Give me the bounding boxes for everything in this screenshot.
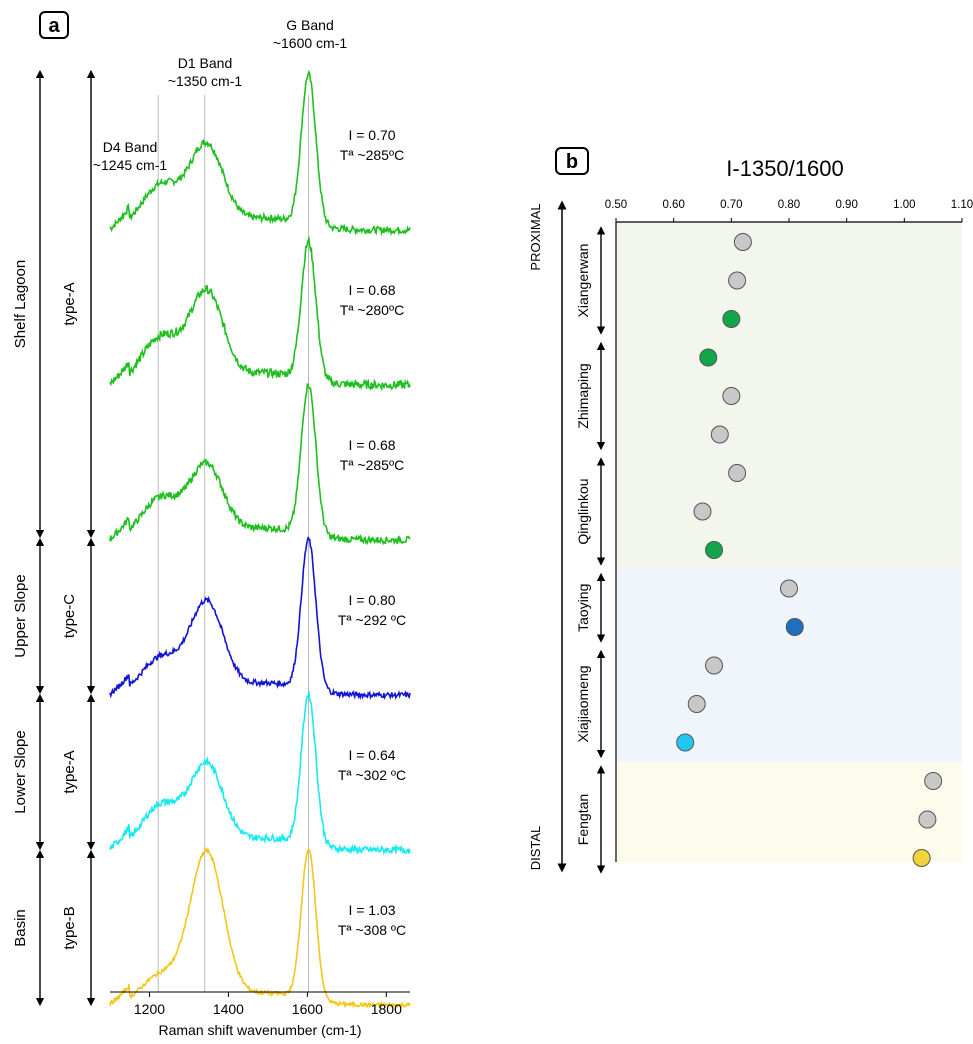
group-label: Fengtan xyxy=(575,794,591,845)
panel-a-label-box xyxy=(39,11,69,39)
data-point xyxy=(733,233,752,251)
distal-label: DISTAL xyxy=(528,826,543,871)
temperature-label: Tª ~308 ºC xyxy=(338,922,406,938)
x-tick-label: 0.90 xyxy=(835,199,857,211)
data-point xyxy=(728,464,747,482)
intensity-ratio-label: I = 0.64 xyxy=(348,747,395,763)
panel-b: b I-1350/1600 0.50 0.60 0.70 0.80 0.90 1.00 1.… xyxy=(528,147,973,874)
spectra xyxy=(109,70,411,1010)
band-name: G Band xyxy=(286,17,333,33)
intensity-ratio-label: I = 1.03 xyxy=(348,902,395,918)
group-label: Xiajiaomeng xyxy=(575,665,591,742)
band-name: D1 Band xyxy=(178,55,232,71)
spectrum-line xyxy=(109,691,411,856)
data-point xyxy=(705,656,724,675)
panel-a-x-ticks: 1200 1400 1600 1800 xyxy=(134,992,402,1017)
band-lines xyxy=(157,95,309,992)
panel-a-x-label: Raman shift wavenumber (cm-1) xyxy=(158,1022,361,1038)
type-label: type-A xyxy=(61,282,78,325)
facies-label: Basin xyxy=(12,909,29,947)
group-label: Zhimaping xyxy=(575,363,591,428)
data-point xyxy=(676,733,695,752)
data-point xyxy=(710,425,729,444)
band-labels: D4 Band ~1245 cm-1 D1 Band ~1350 cm-1 G Band… xyxy=(93,17,348,173)
spectrum-line xyxy=(109,235,411,392)
spectrum-line xyxy=(109,70,411,237)
spectrum-line xyxy=(109,536,411,701)
data-point xyxy=(912,849,931,867)
type-label: type-A xyxy=(61,750,78,793)
group-background xyxy=(617,569,962,762)
type-label: type-C xyxy=(61,594,78,638)
x-tick-label: 1200 xyxy=(134,1001,165,1017)
x-tick-label: 0.50 xyxy=(605,199,627,211)
x-tick-label: 0.80 xyxy=(778,199,800,211)
data-point xyxy=(722,310,741,328)
intensity-ratio-label: I = 0.68 xyxy=(348,437,395,453)
group-label: Taoying xyxy=(575,584,591,632)
intensity-ratio-label: I = 0.80 xyxy=(348,592,395,608)
facies-arrows: Shelf Lagoon Upper Slope Lower Slope Basin t… xyxy=(12,69,96,1007)
facies-label: Upper Slope xyxy=(12,574,29,657)
data-point xyxy=(780,579,798,598)
band-name: D4 Band xyxy=(103,139,157,155)
data-point xyxy=(705,541,724,559)
intensity-ratio-label: I = 0.68 xyxy=(348,282,395,298)
data-point xyxy=(924,772,943,790)
temperature-label: Tª ~285ºC xyxy=(340,147,404,163)
temperature-label: Tª ~292 ºC xyxy=(338,612,406,628)
proximal-label: PROXIMAL xyxy=(528,203,543,270)
type-label: type-B xyxy=(61,906,78,949)
panel-b-label: b xyxy=(566,151,578,173)
temperature-label: Tª ~285ºC xyxy=(340,457,404,473)
temperature-label: Tª ~302 ºC xyxy=(338,767,406,783)
intensity-ratio-label: I = 0.70 xyxy=(348,127,395,143)
data-point xyxy=(693,502,712,521)
data-point xyxy=(699,348,718,367)
panel-a: a D4 Band ~1245 cm-1 D1 Band ~1350 cm-1 G Ba… xyxy=(12,11,411,1038)
group-backgrounds xyxy=(617,222,962,862)
group-labels: Xiangerwan Zhimaping Qinglinkou Taoying Xiaj… xyxy=(575,226,606,874)
data-point xyxy=(785,618,804,636)
temperature-label: Tª ~280ºC xyxy=(340,302,404,318)
group-background xyxy=(617,761,962,862)
facies-label: Lower Slope xyxy=(12,730,29,813)
x-tick-label: 1.00 xyxy=(893,199,915,211)
facies-label: Shelf Lagoon xyxy=(12,260,29,348)
panel-b-x-ticks: 0.50 0.60 0.70 0.80 0.90 1.00 1.10 xyxy=(605,199,973,222)
spectrum-labels: I = 0.70 Tª ~285ºC I = 0.68 Tª ~280ºC I = 0.… xyxy=(338,127,406,938)
panel-b-label-box xyxy=(555,147,589,175)
band-wavenumber: ~1600 cm-1 xyxy=(273,35,348,51)
chart-title: I-1350/1600 xyxy=(726,156,843,181)
data-points xyxy=(676,233,943,867)
group-background xyxy=(617,222,962,570)
x-tick-label: 1800 xyxy=(371,1001,402,1017)
x-tick-label: 1.10 xyxy=(951,199,973,211)
x-tick-label: 0.60 xyxy=(662,199,684,211)
data-point xyxy=(687,695,706,713)
x-tick-label: 1600 xyxy=(292,1001,323,1017)
x-tick-label: 0.70 xyxy=(720,199,742,211)
data-point xyxy=(722,387,741,405)
spectrum-line xyxy=(109,383,411,546)
x-tick-label: 1400 xyxy=(213,1001,244,1017)
band-wavenumber: ~1245 cm-1 xyxy=(93,157,168,173)
group-label: Qinglinkou xyxy=(575,478,591,544)
panel-a-label: a xyxy=(48,15,60,37)
group-label: Xiangerwan xyxy=(575,244,591,318)
data-point xyxy=(918,810,937,829)
band-wavenumber: ~1350 cm-1 xyxy=(168,73,243,89)
data-point xyxy=(728,271,747,290)
